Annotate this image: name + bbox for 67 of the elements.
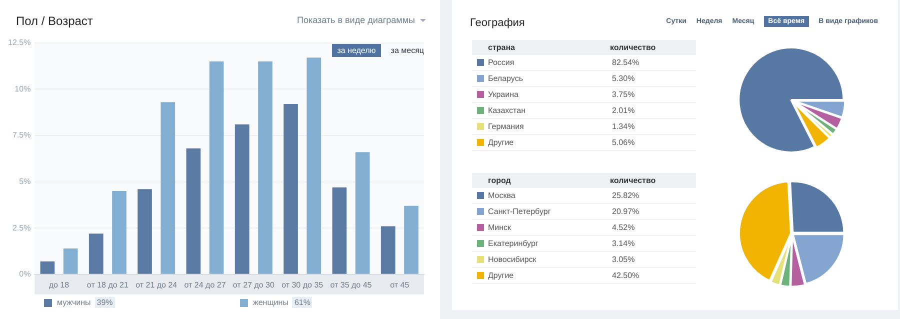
legend-label: Екатеринбург (488, 239, 538, 248)
y-tick-label: 12.5% (8, 38, 31, 48)
bar (306, 58, 322, 274)
legend-label: Россия (488, 58, 514, 67)
legend-label: Санкт-Петербург (488, 207, 551, 216)
data-label: 4.52% (612, 223, 635, 232)
legend-title: страна (488, 43, 515, 52)
legend-label: Минск (488, 223, 512, 232)
text: количество (610, 43, 656, 52)
x-tick-label: от 30 до 35 (282, 280, 324, 290)
bar (112, 191, 126, 274)
text: количество (610, 176, 656, 185)
y-tick-label: 5% (19, 176, 31, 186)
bar (258, 61, 272, 274)
legend-label: Москва (488, 191, 516, 200)
x-tick-label: от 27 до 30 (232, 280, 275, 290)
legend-label: Германия (488, 122, 524, 131)
bar (404, 206, 418, 274)
legend-label: Новосибирск (488, 255, 536, 264)
data-label: 3.05% (612, 255, 635, 264)
legend-label: Казахстан (488, 106, 526, 115)
data-label: 2.01% (612, 106, 635, 115)
x-tick-label: до 18 (48, 280, 70, 290)
legend-label: Беларусь (488, 74, 523, 83)
data-label: 82.54% (612, 58, 640, 67)
text: 39% (94, 297, 115, 308)
legend-label: Другие (488, 271, 514, 280)
bar (63, 248, 78, 274)
bar (234, 124, 250, 274)
bar (40, 261, 55, 274)
text: Показать в виде диаграммы (296, 15, 416, 25)
bar (138, 189, 152, 274)
annotation: за месяц (390, 46, 424, 55)
chart-title: География (470, 17, 525, 29)
bar (209, 61, 224, 274)
x-tick-label: от 21 до 24 (136, 280, 178, 290)
data-label: 25.82% (612, 191, 640, 200)
x-tick-label: от 18 до 21 (86, 280, 129, 290)
legend-label: Другие (488, 138, 514, 147)
data-label: 3.14% (612, 239, 635, 248)
data-label: 1.34% (612, 122, 635, 131)
data-label: 5.06% (612, 138, 635, 147)
bar (380, 226, 396, 274)
legend-label: мужчины (57, 298, 91, 307)
bar (332, 187, 347, 274)
bar (355, 152, 370, 274)
data-label: 3.75% (612, 90, 635, 99)
y-tick-label: 10% (14, 84, 31, 94)
data-label: 20.97% (612, 207, 640, 216)
bar (186, 148, 201, 274)
legend-label: женщины (253, 298, 288, 307)
legend-title: город (488, 176, 511, 185)
text: 61% (292, 297, 312, 308)
data-label: 5.30% (612, 74, 635, 83)
legend-label: Украина (488, 90, 518, 99)
x-tick-label: от 35 до 45 (330, 280, 372, 290)
chart-title: Пол / Возраст (16, 14, 93, 28)
y-tick-label: 0% (19, 270, 31, 279)
y-tick-label: 7.5% (12, 130, 31, 140)
data-label: 42.50% (612, 271, 640, 280)
annotation: за неделю (332, 44, 381, 57)
y-tick-label: 2.5% (12, 223, 31, 232)
x-tick-label: от 45 (390, 280, 410, 290)
x-tick-label: от 24 до 27 (184, 280, 226, 290)
bar (88, 234, 104, 274)
bar (160, 102, 176, 274)
bar (284, 104, 298, 274)
